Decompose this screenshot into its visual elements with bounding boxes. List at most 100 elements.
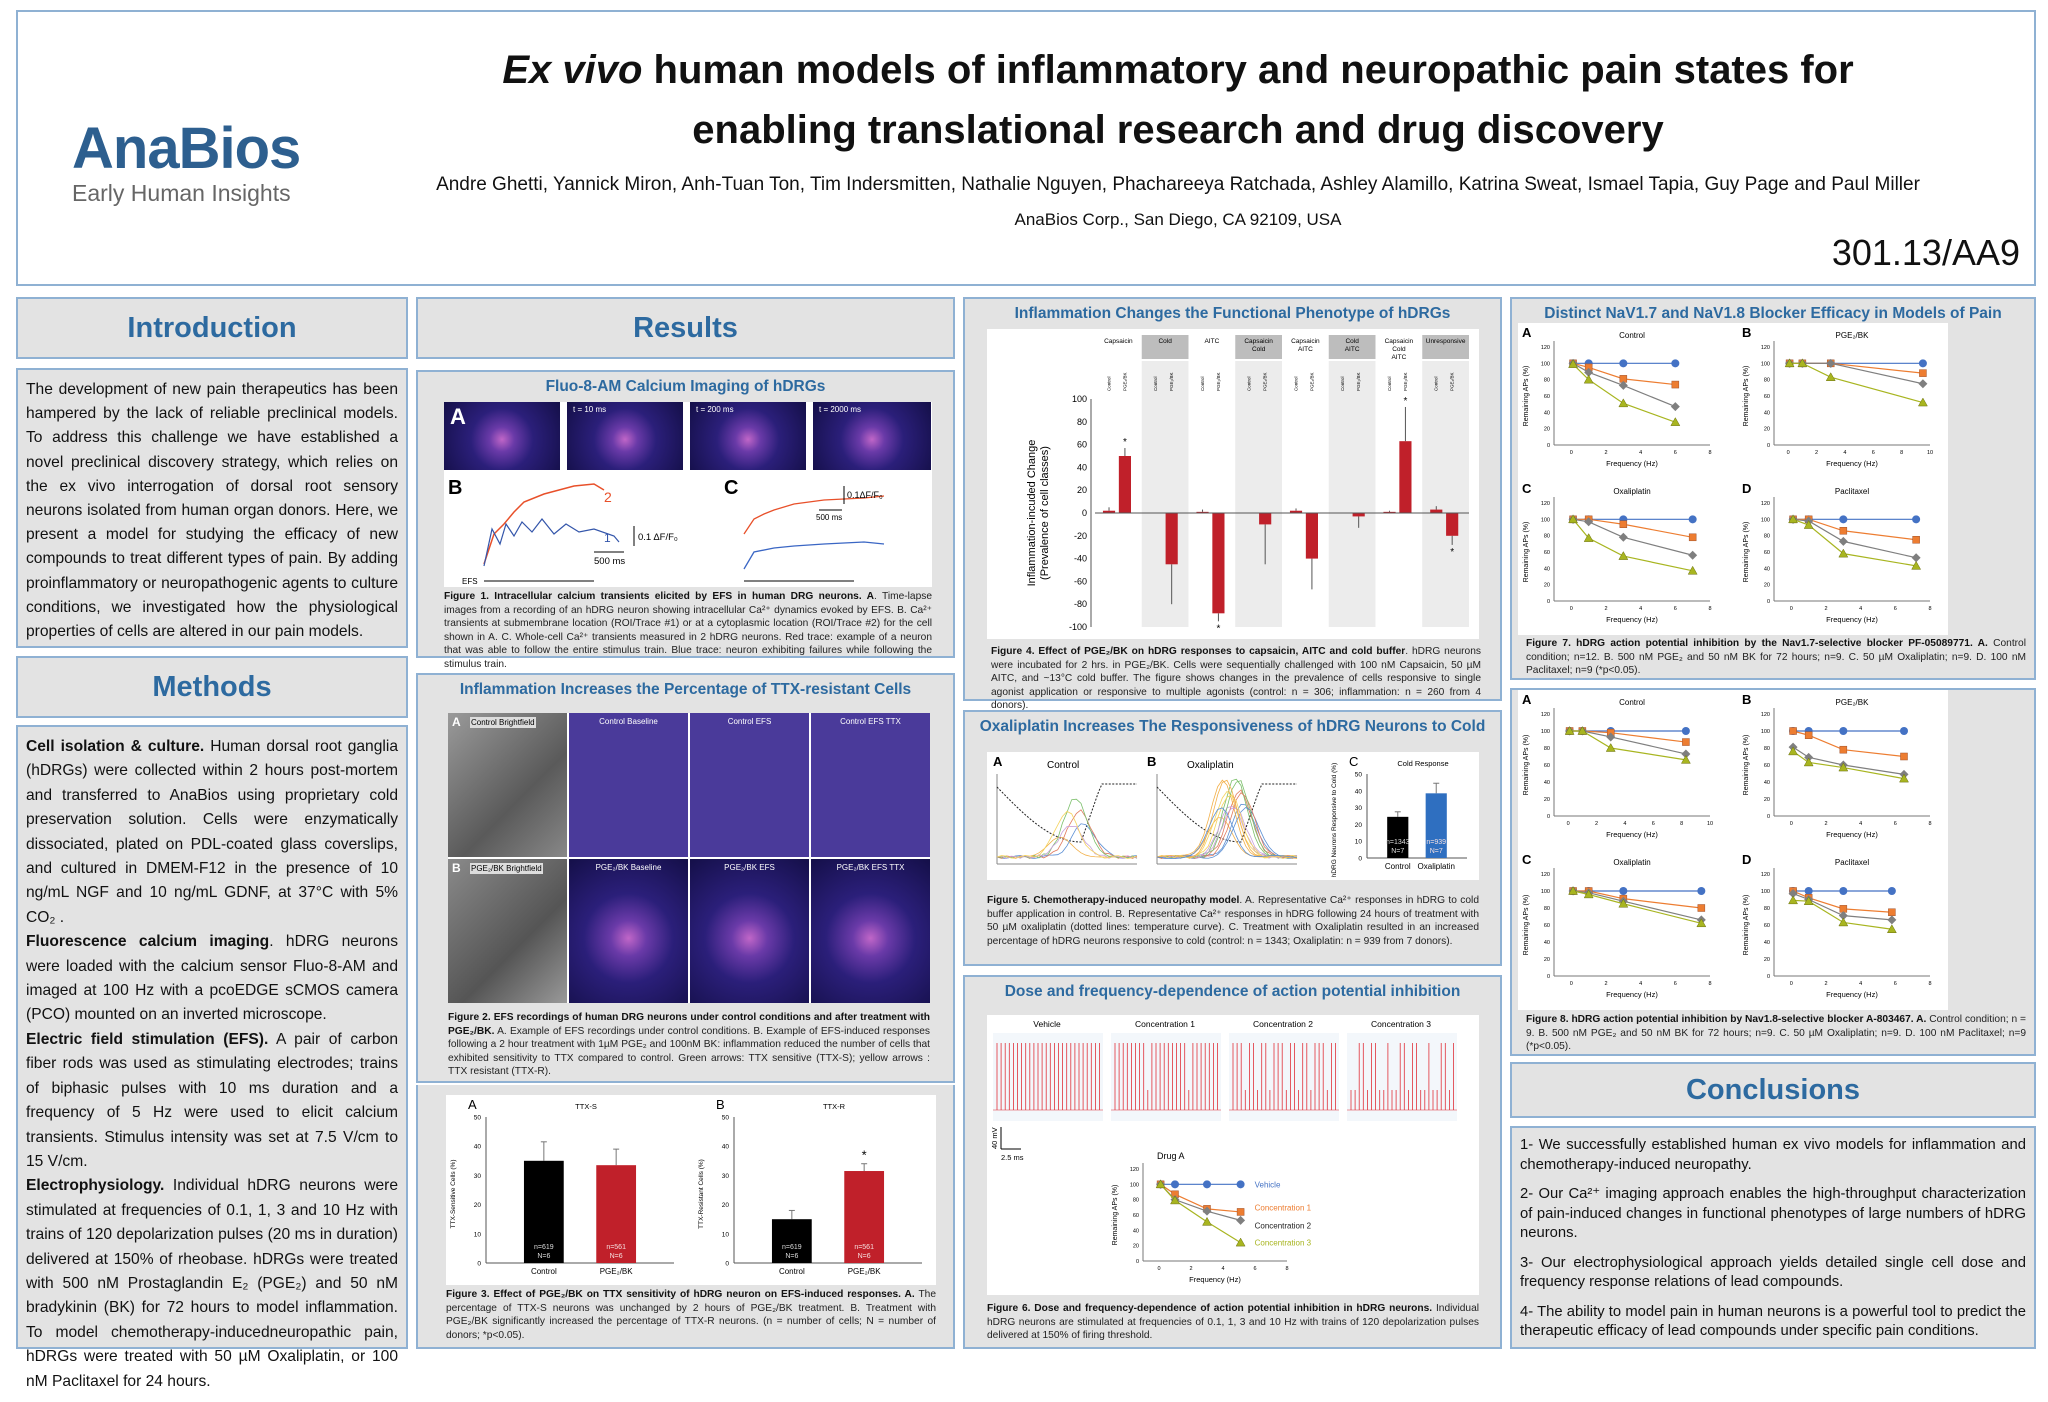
x-tick-label: 0 <box>1787 450 1790 456</box>
x-tick-label: 6 <box>1674 981 1677 987</box>
calcium-trace <box>1156 803 1298 859</box>
group-label: Capsaicin <box>1291 338 1320 345</box>
figure-7-panel: Distinct NaV1.7 and NaV1.8 Blocker Effic… <box>1510 297 2036 680</box>
group-header-bg <box>1141 335 1189 359</box>
data-point <box>1618 551 1629 560</box>
data-point <box>1583 889 1594 899</box>
y-tick-label: 0 <box>1767 599 1770 605</box>
y-axis-label: Remaining APs (%) <box>1112 1185 1119 1246</box>
y-tick-label: 30 <box>1355 805 1363 812</box>
svg-text:Control: Control <box>1047 760 1079 771</box>
series-line <box>1572 363 1676 423</box>
data-point <box>1803 520 1814 529</box>
y-tick-label: -20 <box>1074 531 1087 541</box>
data-point <box>1788 895 1798 905</box>
data-point <box>1619 887 1628 895</box>
efs-image-grid: A Control Brightfield Control Baseline Co… <box>448 713 930 1003</box>
figure-5-title: Oxaliplatin Increases The Responsiveness… <box>979 718 1486 735</box>
trace-panel <box>1111 1033 1221 1121</box>
fluorescence-tile: PGE₂/BK Baseline <box>569 859 688 1003</box>
x-tick-label: Control <box>1385 862 1411 871</box>
group-label: Capsaicin <box>1104 338 1133 345</box>
series-line <box>1573 518 1693 538</box>
data-point <box>1583 533 1594 542</box>
chart-title: Paclitaxel <box>1835 858 1869 867</box>
series-line <box>1160 1183 1241 1213</box>
conclusion-item: 1- We successfully established human ex … <box>1520 1137 2026 1173</box>
y-tick-label: 80 <box>1133 1198 1139 1204</box>
x-tick-label: 0 <box>1570 450 1573 456</box>
x-tick-label: 2 <box>1604 450 1607 456</box>
svg-text:Concentration 3: Concentration 3 <box>1371 1019 1431 1029</box>
data-point <box>1681 727 1690 735</box>
y-tick-label: 100 <box>1761 889 1770 895</box>
chart-title: Control <box>1619 698 1645 707</box>
figure-2-title: Inflammation Increases the Percentage of… <box>459 681 912 698</box>
data-point <box>1618 398 1629 408</box>
data-point <box>1803 896 1814 905</box>
title-line2: enabling translational research and drug… <box>692 108 1664 152</box>
y-tick-label: 20 <box>1077 485 1087 495</box>
bar <box>1305 513 1318 559</box>
data-point <box>1839 745 1848 754</box>
bar <box>523 1160 564 1263</box>
data-point <box>1918 359 1927 368</box>
x-axis-label: Frequency (Hz) <box>1826 830 1878 839</box>
cold-response-traces: A Control B Oxaliplatin <box>993 754 1298 865</box>
x-tick-label: 4 <box>1639 450 1642 456</box>
fluorescence-tile: Control EFS TTX <box>811 713 930 857</box>
fluorescence-tile: PGE₂/BK EFS TTX <box>811 859 930 1003</box>
data-point <box>1568 359 1578 368</box>
data-point <box>1681 749 1691 759</box>
x-tick-label: 2 <box>1604 606 1607 612</box>
data-point <box>1688 533 1697 542</box>
data-point <box>1839 527 1848 535</box>
data-point <box>1912 515 1921 524</box>
data-point <box>1789 727 1797 735</box>
chart-nav17-pge2bk: B PGE₂/BK 0 20 40 60 80 100 120 0 2 4 6 8 10 Frequency … <box>1742 325 1933 468</box>
data-point <box>1584 367 1594 377</box>
bar-label: N=6 <box>858 1253 871 1260</box>
y-tick-label: 60 <box>1077 440 1087 450</box>
x-tick-label: 8 <box>1285 1266 1288 1272</box>
x-axis-label: Frequency (Hz) <box>1826 990 1878 999</box>
panel-letter: A <box>1522 692 1532 707</box>
x-tick-label: 0 <box>1790 821 1793 827</box>
data-point <box>1918 379 1928 389</box>
group-label: Capsaicin <box>1385 338 1414 345</box>
fluorescence-tile: Control EFS <box>690 713 809 857</box>
series-line <box>1792 518 1917 567</box>
x-tick-label: Oxaliplatin <box>1418 862 1455 871</box>
figure-3-panel: A TTX-S 0 10 20 30 40 50 TTX-Sensitive Cells (%)… <box>416 1085 955 1349</box>
y-tick-label: 50 <box>474 1115 482 1122</box>
data-point <box>1235 1237 1246 1247</box>
y-tick-label: 0 <box>1547 599 1550 605</box>
methods-item: Electrophysiology. Individual hDRG neuro… <box>26 1177 398 1390</box>
svg-text:0.1ΔF/F₀: 0.1ΔF/F₀ <box>847 490 883 500</box>
y-tick-label: 120 <box>1130 1167 1139 1173</box>
x-tick-label: 0 <box>1570 981 1573 987</box>
y-tick-label: 20 <box>1544 427 1550 433</box>
figure-2-caption: Figure 2. EFS recordings of human DRG ne… <box>448 1012 930 1077</box>
sub-label: PGE₂/BK <box>1263 372 1268 391</box>
y-tick-label: 20 <box>1764 957 1770 963</box>
data-point <box>1838 762 1849 772</box>
y-tick-label: 120 <box>1541 345 1550 351</box>
y-tick-label: 120 <box>1761 712 1770 718</box>
panel-letter: C <box>1522 852 1532 867</box>
data-point <box>1682 738 1690 746</box>
panel-letter: A <box>468 1097 477 1112</box>
y-tick-label: 20 <box>722 1202 730 1209</box>
conclusions-title: Conclusions <box>1510 1062 2036 1118</box>
y-axis-label: Remaining APs (%) <box>1523 735 1530 796</box>
panel-letter: B <box>1742 692 1751 707</box>
y-axis-label: Inflammation-incuded Change <box>1026 440 1038 587</box>
y-tick-label: -40 <box>1074 554 1087 564</box>
data-point <box>1583 374 1594 384</box>
svg-text:Concentration 2: Concentration 2 <box>1253 1019 1313 1029</box>
figure-6-panel: Dose and frequency-dependence of action … <box>963 975 1502 1349</box>
bar <box>1352 513 1365 517</box>
figure-4-caption: Figure 4. Effect of PGE₂/BK on hDRG resp… <box>991 646 1481 711</box>
data-point <box>1680 754 1691 764</box>
y-tick-label: 80 <box>1077 417 1087 427</box>
